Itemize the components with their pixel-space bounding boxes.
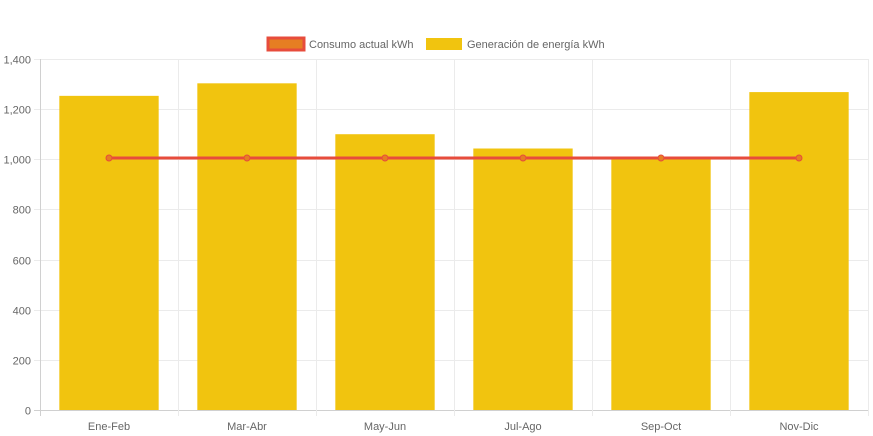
bar (611, 158, 711, 410)
x-tick-label: Mar-Abr (227, 421, 267, 433)
bar-series (59, 83, 849, 411)
legend-item-consumo[interactable]: Consumo actual kWh (266, 36, 414, 52)
legend-label-consumo: Consumo actual kWh (309, 39, 414, 51)
x-tick-label: Ene-Feb (88, 421, 130, 433)
bar (59, 95, 159, 410)
bar (473, 148, 573, 410)
y-tick-label: 1,400 (3, 55, 31, 67)
line-point (795, 154, 803, 162)
bar (197, 83, 297, 411)
legend-item-generacion[interactable]: Generación de energía kWh (426, 38, 605, 51)
legend-swatch-consumo (266, 36, 306, 52)
legend[interactable]: Consumo actual kWh Generación de energía… (266, 36, 605, 52)
line-point (381, 154, 389, 162)
bar (749, 92, 849, 410)
line-point (243, 154, 251, 162)
y-tick-label: 1,000 (3, 155, 31, 167)
y-tick-label: 600 (13, 256, 31, 268)
x-tick-label: Jul-Ago (504, 421, 541, 433)
line-point (519, 154, 527, 162)
legend-swatch-generacion (426, 38, 462, 50)
y-tick-label: 400 (13, 306, 31, 318)
y-tick-label: 1,200 (3, 105, 31, 117)
y-tick-label: 800 (13, 205, 31, 217)
line-series (105, 154, 803, 162)
x-tick-label: Nov-Dic (779, 421, 819, 433)
line-point (657, 154, 665, 162)
grid (34, 59, 869, 416)
line-point (105, 154, 113, 162)
legend-label-generacion: Generación de energía kWh (467, 39, 605, 51)
tick-labels: 0 200 400 600 800 1,000 1,200 1,400 Ene-Feb Mar-A… (3, 55, 819, 434)
bar (335, 134, 435, 410)
x-tick-label: Sep-Oct (641, 421, 681, 433)
y-tick-label: 200 (13, 356, 31, 368)
y-tick-label: 0 (25, 406, 31, 418)
x-tick-label: May-Jun (364, 421, 406, 433)
